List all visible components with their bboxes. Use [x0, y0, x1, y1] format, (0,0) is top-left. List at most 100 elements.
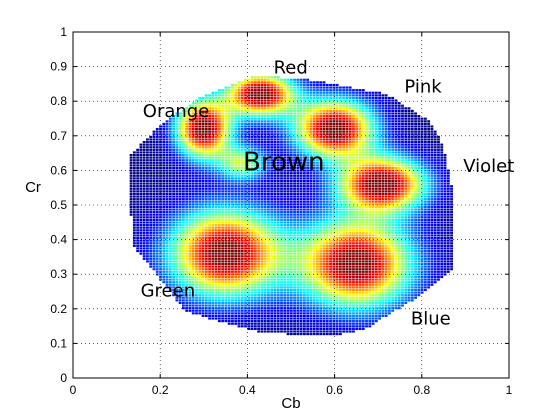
heat-cell: [299, 125, 303, 128]
heat-cell: [302, 78, 306, 81]
heat-cell: [231, 143, 234, 146]
heat-cell: [267, 288, 270, 292]
heat-cell: [319, 104, 323, 107]
heat-cell: [159, 174, 162, 177]
heat-cell: [142, 242, 146, 245]
heat-cell: [211, 130, 215, 133]
heat-cell: [302, 120, 306, 123]
heat-cell: [142, 187, 146, 190]
heat-cell: [152, 151, 156, 154]
heat-cell: [276, 221, 280, 224]
heat-cell: [162, 161, 166, 164]
heat-cell: [276, 242, 280, 245]
heat-cell: [182, 148, 185, 151]
heat-cell: [224, 185, 228, 188]
heat-cell: [155, 148, 159, 151]
heat-cell: [250, 125, 254, 128]
heat-cell: [172, 133, 176, 136]
heat-cell: [289, 94, 293, 97]
heat-cell: [276, 169, 280, 172]
heat-cell: [178, 216, 182, 219]
heat-cell: [270, 216, 274, 219]
heat-cell: [191, 296, 195, 299]
heat-cell: [208, 112, 211, 115]
heat-cell: [221, 135, 225, 138]
heat-cell: [211, 143, 215, 146]
heat-cell: [139, 216, 143, 219]
heat-cell: [283, 221, 287, 224]
heat-cell: [211, 107, 215, 110]
heat-cell: [250, 96, 254, 100]
heat-cell: [198, 187, 202, 190]
heat-cell: [253, 133, 257, 136]
heat-cell: [214, 112, 218, 115]
heat-cell: [286, 99, 290, 102]
heat-cell: [247, 252, 251, 255]
heat-cell: [165, 190, 169, 193]
heat-cell: [250, 161, 254, 164]
heat-cell: [289, 273, 293, 276]
heat-cell: [224, 283, 228, 286]
heat-cell: [273, 76, 277, 79]
heat-cell: [253, 198, 257, 201]
heat-cell: [172, 115, 176, 118]
heat-cell: [319, 107, 323, 110]
heat-cell: [280, 187, 283, 190]
heat-cell: [227, 312, 231, 315]
heat-cell: [319, 177, 323, 180]
heat-cell: [322, 291, 326, 294]
heat-cell: [312, 192, 316, 196]
heat-cell: [319, 275, 323, 279]
heat-cell: [270, 247, 274, 250]
heat-cell: [224, 195, 228, 198]
heat-cell: [217, 275, 221, 279]
heat-cell: [250, 299, 254, 302]
heat-cell: [283, 247, 287, 250]
heat-cell: [221, 275, 225, 279]
heat-cell: [191, 244, 195, 247]
heat-cell: [289, 211, 293, 214]
heat-cell: [289, 179, 293, 183]
heat-cell: [162, 229, 166, 232]
heat-cell: [263, 239, 267, 242]
heat-cell: [146, 255, 149, 258]
heat-cell: [270, 96, 274, 100]
heat-cell: [188, 138, 192, 141]
heat-cell: [185, 198, 189, 201]
heat-cell: [283, 286, 287, 289]
heat-cell: [240, 262, 244, 266]
heat-cell: [204, 278, 208, 281]
heat-cell: [253, 135, 257, 138]
heat-cell: [214, 200, 218, 203]
heat-cell: [191, 190, 195, 193]
heat-cell: [244, 161, 247, 164]
heat-cell: [247, 325, 251, 328]
heat-cell: [283, 265, 287, 268]
heat-cell: [260, 252, 264, 255]
heat-cell: [312, 109, 316, 112]
heat-cell: [250, 288, 254, 292]
heat-cell: [283, 327, 287, 330]
heat-cell: [182, 174, 185, 177]
heat-cell: [129, 195, 133, 198]
heat-cell: [231, 91, 234, 94]
heat-cell: [162, 187, 166, 190]
heat-cell: [240, 128, 244, 131]
heat-cell: [263, 164, 267, 167]
heat-cell: [214, 260, 218, 263]
heat-cell: [286, 185, 290, 188]
heat-cell: [195, 312, 198, 315]
heat-cell: [293, 281, 296, 284]
heat-cell: [195, 278, 198, 281]
heat-cell: [208, 130, 211, 133]
heat-cell: [316, 314, 319, 317]
heat-cell: [208, 174, 211, 177]
heat-cell: [139, 237, 143, 240]
heat-cell: [234, 312, 238, 315]
heat-cell: [267, 203, 270, 206]
heat-cell: [178, 146, 182, 149]
heat-cell: [286, 273, 290, 276]
heat-cell: [257, 213, 261, 216]
heat-cell: [289, 301, 293, 305]
heat-cell: [280, 195, 283, 198]
